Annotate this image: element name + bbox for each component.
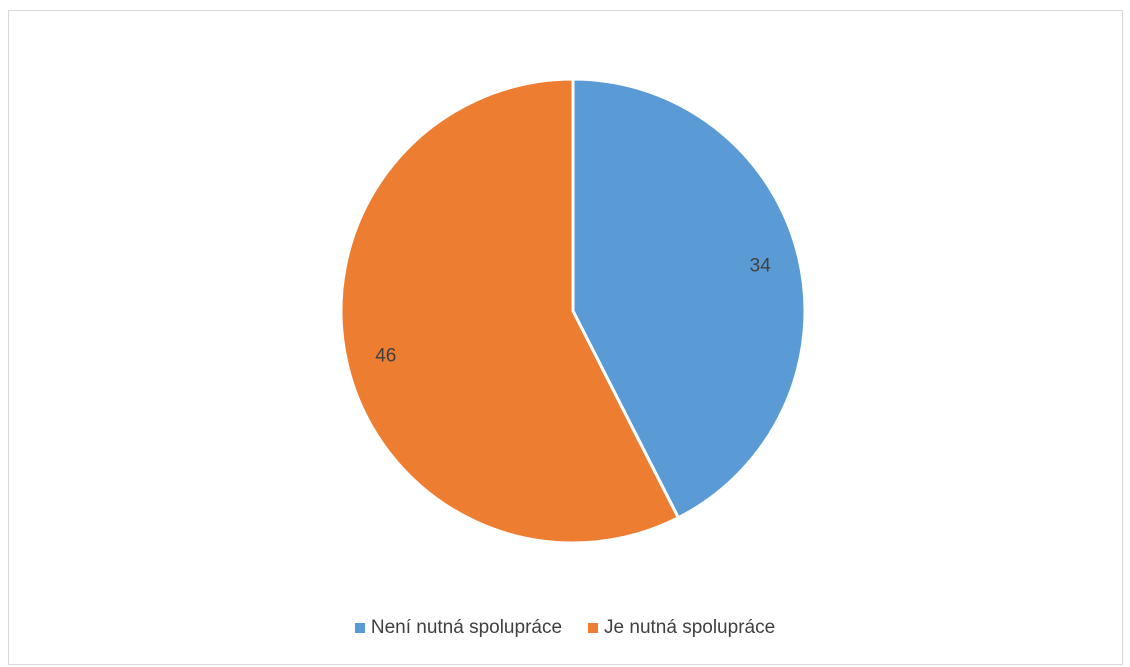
legend-swatch (588, 623, 598, 633)
legend-label: Je nutná spolupráce (604, 617, 775, 639)
legend-swatch (355, 623, 365, 633)
data-label-0: 34 (750, 256, 772, 277)
legend-item-je-nutna-spoluprace: Je nutná spolupráce (588, 617, 775, 639)
data-label-1: 46 (375, 345, 396, 366)
legend: Není nutná spolupráce Je nutná spoluprác… (0, 617, 1130, 639)
legend-label: Není nutná spolupráce (371, 617, 562, 639)
legend-item-neni-nutna-spoluprace: Není nutná spolupráce (355, 617, 562, 639)
